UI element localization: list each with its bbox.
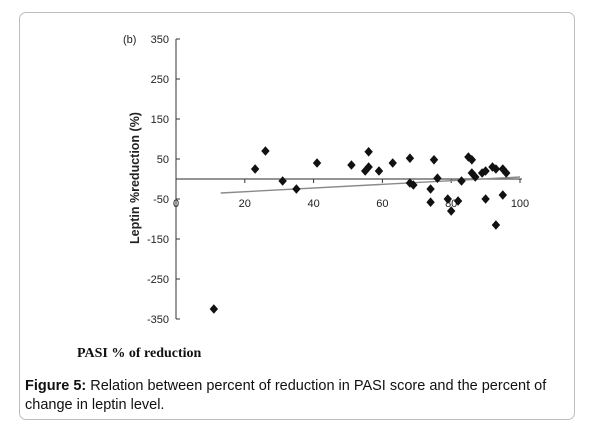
- data-point: [433, 173, 442, 183]
- y-tick-label: 150: [151, 114, 169, 126]
- trend-line: [220, 176, 521, 194]
- data-point: [405, 153, 415, 163]
- y-tick-label: -150: [147, 234, 169, 246]
- data-point: [347, 160, 356, 170]
- caption-text: Relation between percent of reduction in…: [25, 378, 547, 413]
- data-point: [292, 184, 301, 194]
- data-point: [502, 168, 511, 178]
- data-point: [471, 172, 480, 182]
- panel-label: (b): [123, 34, 136, 46]
- x-tick-label: 100: [511, 198, 529, 210]
- data-point: [278, 176, 287, 186]
- data-point: [261, 146, 270, 156]
- figure-frame: [19, 12, 575, 420]
- data-point: [364, 162, 373, 172]
- data-point: [481, 166, 490, 176]
- x-tick-label: 0: [173, 198, 179, 210]
- chart-lines: [220, 176, 521, 194]
- x-tick-label: 40: [307, 198, 319, 210]
- data-point: [209, 304, 219, 314]
- data-point: [250, 164, 260, 174]
- chart-points: [209, 146, 511, 314]
- data-point: [491, 164, 501, 174]
- data-point: [453, 196, 463, 206]
- y-tick-label: 50: [157, 154, 169, 166]
- scatter-chart: 350 250 150 50 -50 -150 -250 -350 (b) Leptin %red…: [123, 34, 529, 326]
- y-tick-label: -50: [153, 194, 169, 206]
- data-point: [312, 158, 322, 168]
- x-tick-label: 20: [239, 198, 251, 210]
- x-axis-title: PASI % of reduction: [77, 346, 202, 361]
- data-point: [457, 176, 466, 186]
- y-tick-label: 350: [151, 34, 169, 46]
- data-point: [364, 147, 373, 157]
- y-axis-title: Leptin %reduction (%): [128, 112, 142, 244]
- chart-axes: 350 250 150 50 -50 -150 -250 -350 (b) Leptin %red…: [123, 34, 529, 326]
- data-point: [429, 155, 439, 165]
- data-point: [443, 194, 452, 204]
- x-tick-label: 60: [376, 198, 388, 210]
- y-tick-label: -250: [147, 274, 169, 286]
- data-point: [481, 194, 490, 204]
- figure-caption: Figure 5: Relation between percent of re…: [25, 377, 570, 415]
- data-point: [426, 184, 435, 194]
- y-tick-label: 250: [151, 74, 169, 86]
- data-point: [426, 197, 435, 207]
- data-point: [491, 220, 501, 230]
- data-point: [388, 158, 397, 168]
- y-tick-label: -350: [147, 314, 169, 326]
- caption-label: Figure 5:: [25, 378, 87, 394]
- data-point: [498, 190, 507, 200]
- data-point: [467, 155, 477, 165]
- data-point: [409, 180, 418, 190]
- data-point: [374, 166, 384, 176]
- data-point: [447, 206, 456, 216]
